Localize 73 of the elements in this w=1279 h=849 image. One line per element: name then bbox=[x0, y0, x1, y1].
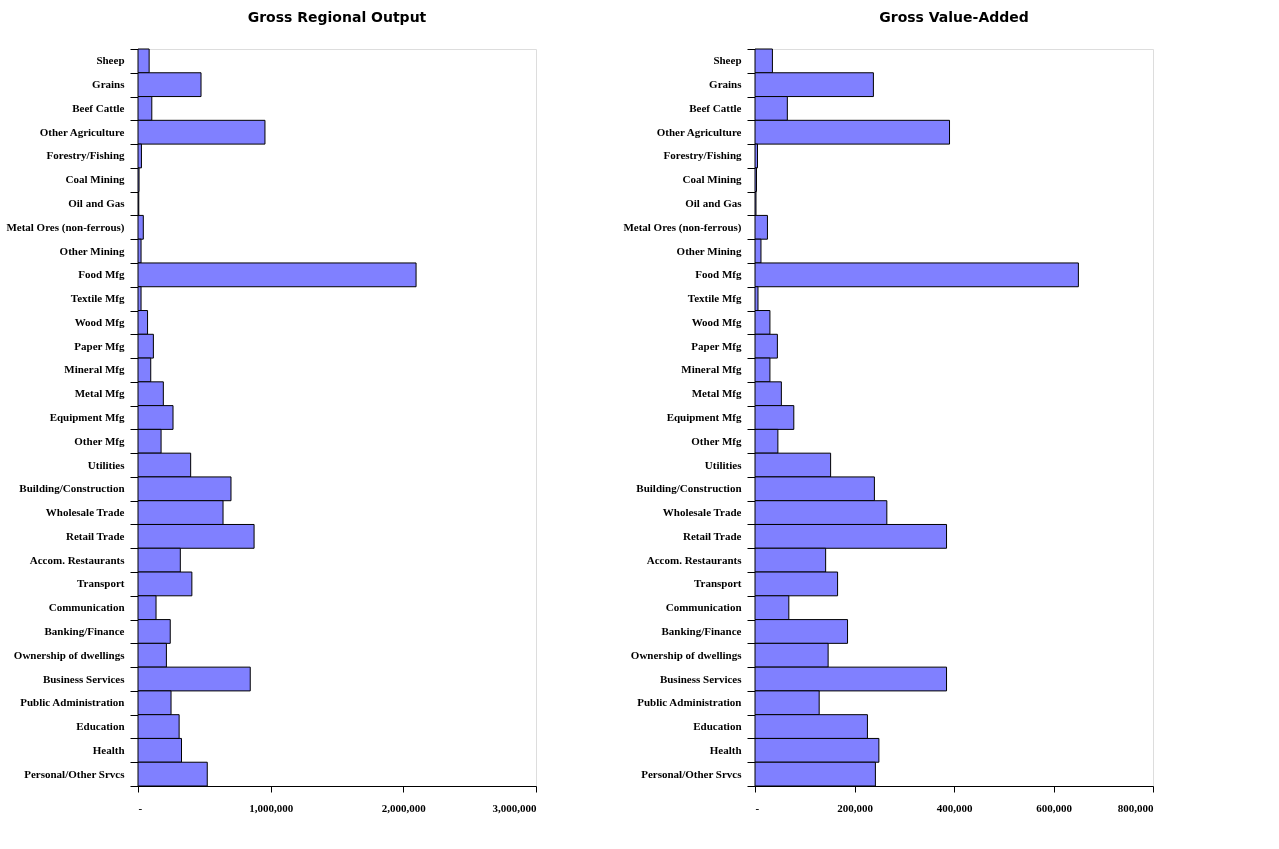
x-tick-label: 2,000,000 bbox=[381, 801, 427, 814]
y-tick-label: Health bbox=[709, 743, 742, 756]
y-tick-label: Mineral Mfg bbox=[64, 363, 125, 376]
y-tick-label: Utilities bbox=[87, 458, 126, 471]
chart-title: Gross Regional Output bbox=[247, 9, 427, 25]
x-tick-label: 800,000 bbox=[1117, 801, 1154, 814]
x-tick-label: - bbox=[755, 801, 760, 814]
x-tick-label: 400,000 bbox=[936, 801, 973, 814]
y-tick-label: Oil and Gas bbox=[68, 197, 126, 210]
y-tick-label: Ownership of dwellings bbox=[630, 648, 743, 661]
y-tick-label: Public Administration bbox=[20, 696, 125, 709]
y-tick-label: Textile Mfg bbox=[687, 292, 742, 305]
y-tick-label: Food Mfg bbox=[78, 268, 125, 281]
y-tick-label: Personal/Other Srvcs bbox=[641, 767, 743, 780]
y-tick-label: Public Administration bbox=[637, 696, 742, 709]
y-tick-label: Metal Mfg bbox=[74, 387, 125, 400]
x-tick-label: 3,000,000 bbox=[492, 801, 537, 814]
y-tick-label: Paper Mfg bbox=[691, 339, 742, 352]
y-tick-label: Wholesale Trade bbox=[662, 506, 742, 519]
y-tick-label: Transport bbox=[694, 577, 742, 590]
y-tick-label: Accom. Restaurants bbox=[29, 553, 126, 566]
y-tick-label: Accom. Restaurants bbox=[646, 553, 743, 566]
y-tick-label: Business Services bbox=[42, 672, 126, 685]
y-tick-label: Sheep bbox=[96, 54, 125, 67]
x-tick-label: 600,000 bbox=[1036, 801, 1073, 814]
y-tick-label: Retail Trade bbox=[682, 529, 742, 542]
x-tick-label: - bbox=[138, 801, 143, 814]
y-tick-label: Communication bbox=[48, 601, 125, 614]
y-tick-label: Sheep bbox=[713, 54, 742, 67]
y-tick-label: Metal Mfg bbox=[691, 387, 742, 400]
y-tick-label: Metal Ores (non-ferrous) bbox=[6, 220, 125, 234]
y-tick-label: Building/Construction bbox=[19, 482, 125, 495]
y-tick-label: Other Mfg bbox=[74, 434, 125, 447]
y-tick-label: Other Mfg bbox=[691, 434, 742, 447]
y-tick-label: Paper Mfg bbox=[74, 339, 125, 352]
y-tick-label: Forestry/Fishing bbox=[46, 149, 125, 162]
y-tick-label: Education bbox=[76, 720, 125, 733]
y-tick-label: Other Agriculture bbox=[656, 125, 742, 138]
x-tick-label: 1,000,000 bbox=[249, 801, 294, 814]
y-tick-label: Ownership of dwellings bbox=[13, 648, 126, 661]
y-tick-label: Utilities bbox=[704, 458, 743, 471]
y-tick-label: Banking/Finance bbox=[44, 624, 125, 637]
y-tick-label: Grains bbox=[92, 78, 126, 91]
y-tick-label: Wood Mfg bbox=[74, 315, 125, 328]
y-tick-label: Wood Mfg bbox=[691, 315, 742, 328]
y-tick-label: Banking/Finance bbox=[661, 624, 742, 637]
y-tick-label: Coal Mining bbox=[682, 173, 742, 186]
x-tick-label: 200,000 bbox=[837, 801, 874, 814]
y-tick-label: Mineral Mfg bbox=[681, 363, 742, 376]
y-tick-label: Health bbox=[92, 743, 125, 756]
y-tick-label: Personal/Other Srvcs bbox=[24, 767, 126, 780]
y-tick-label: Grains bbox=[709, 78, 743, 91]
y-tick-label: Textile Mfg bbox=[70, 292, 125, 305]
y-tick-label: Beef Cattle bbox=[689, 101, 742, 114]
y-tick-label: Equipment Mfg bbox=[49, 411, 125, 423]
y-tick-label: Business Services bbox=[659, 672, 743, 685]
y-tick-label: Coal Mining bbox=[65, 173, 125, 186]
y-tick-label: Oil and Gas bbox=[685, 197, 743, 210]
y-tick-label: Building/Construction bbox=[636, 482, 742, 495]
y-tick-label: Beef Cattle bbox=[72, 101, 125, 114]
y-tick-label: Communication bbox=[665, 601, 742, 614]
y-tick-label: Retail Trade bbox=[65, 529, 125, 542]
y-tick-label: Forestry/Fishing bbox=[663, 149, 742, 162]
y-tick-label: Food Mfg bbox=[695, 268, 742, 281]
y-tick-label: Other Mining bbox=[676, 244, 742, 257]
y-tick-label: Education bbox=[693, 720, 742, 733]
y-tick-label: Transport bbox=[77, 577, 125, 590]
y-tick-label: Other Agriculture bbox=[39, 125, 125, 138]
y-tick-label: Equipment Mfg bbox=[666, 411, 742, 423]
y-tick-label: Wholesale Trade bbox=[45, 506, 125, 519]
y-tick-label: Metal Ores (non-ferrous) bbox=[623, 220, 742, 234]
chart-title: Gross Value-Added bbox=[879, 9, 1029, 25]
y-tick-label: Other Mining bbox=[59, 244, 125, 257]
